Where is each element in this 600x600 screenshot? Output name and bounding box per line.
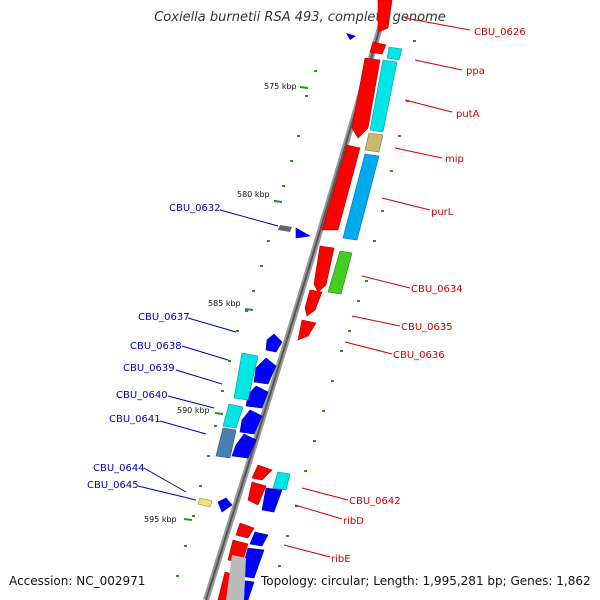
gene-ribd-rev	[261, 487, 283, 513]
label-cbu0637: CBU_0637	[138, 312, 190, 323]
label-cbu0641: CBU_0641	[109, 414, 161, 425]
gene-mip	[321, 144, 361, 231]
tick-label: 575 kbp	[264, 82, 297, 91]
feature-gray	[278, 225, 292, 232]
feature-cyan	[386, 46, 403, 61]
forward-genes	[217, 0, 393, 600]
gene-ppa	[369, 41, 387, 55]
map-title: Coxiella burnetii RSA 493, complete geno…	[154, 10, 446, 25]
feature-tan	[197, 497, 213, 508]
feature-tan	[364, 132, 384, 153]
feature-green	[327, 250, 353, 295]
gene-ribe	[235, 522, 255, 539]
gene-cbu0641	[231, 433, 257, 459]
gene-ribe-rev	[249, 531, 269, 547]
feature-steel	[215, 427, 237, 459]
gene-cbu0639	[245, 385, 269, 409]
label-ppa: ppa	[466, 66, 485, 77]
label-mip: mip	[445, 154, 464, 165]
gene-cbu0637	[265, 333, 283, 353]
label-cbu0626: CBU_0626	[474, 27, 526, 38]
feature-cyan	[272, 471, 291, 491]
gene-cbu0645	[217, 497, 233, 513]
accession-label: Accession: NC_002971	[9, 574, 146, 588]
gene-cbu0632-arrow	[295, 227, 311, 239]
label-ribe: ribE	[331, 554, 351, 565]
gene-cbu0626	[377, 0, 393, 33]
label-cbu0645: CBU_0645	[87, 480, 139, 491]
label-cbu0638: CBU_0638	[130, 341, 182, 352]
gene-cbu0642	[251, 464, 273, 481]
label-cbu0632: CBU_0632	[169, 203, 221, 214]
label-cbu0640: CBU_0640	[116, 390, 168, 401]
gene-cbu0634	[304, 289, 323, 317]
label-cbu0636: CBU_0636	[393, 350, 445, 361]
label-ribd: ribD	[343, 516, 364, 527]
label-cbu0634: CBU_0634	[411, 284, 463, 295]
label-cbu0639: CBU_0639	[123, 363, 175, 374]
gene-cbu0638	[253, 357, 277, 385]
label-purl: purL	[431, 207, 454, 218]
feature-blue	[342, 153, 380, 241]
label-cbu0644: CBU_0644	[93, 463, 145, 474]
callouts-left	[137, 209, 279, 501]
gene-purl	[313, 245, 335, 293]
label-cbu0635: CBU_0635	[401, 322, 453, 333]
tick-label: 585 kbp	[208, 299, 241, 308]
feature-cyan	[233, 352, 259, 401]
kbp-ticks	[183, 86, 309, 521]
feature-blue-arrow	[346, 33, 356, 40]
tick-label: 595 kbp	[144, 515, 177, 524]
label-puta: putA	[456, 109, 480, 120]
gene-cbu0635	[297, 319, 317, 341]
feature-cyan	[222, 403, 244, 429]
feature-cyan	[369, 59, 398, 133]
reverse-genes	[217, 227, 311, 600]
topology-label: Topology: circular; Length: 1,995,281 bp…	[261, 574, 591, 588]
gene-cbu0640	[239, 409, 263, 435]
gene-puta	[351, 57, 381, 139]
callouts-right	[283, 17, 471, 558]
tick-label: 590 kbp	[177, 406, 210, 415]
gene-ribd	[247, 481, 267, 506]
label-cbu0642: CBU_0642	[349, 496, 401, 507]
tick-label: 580 kbp	[237, 190, 270, 199]
feature-gray	[226, 555, 246, 600]
